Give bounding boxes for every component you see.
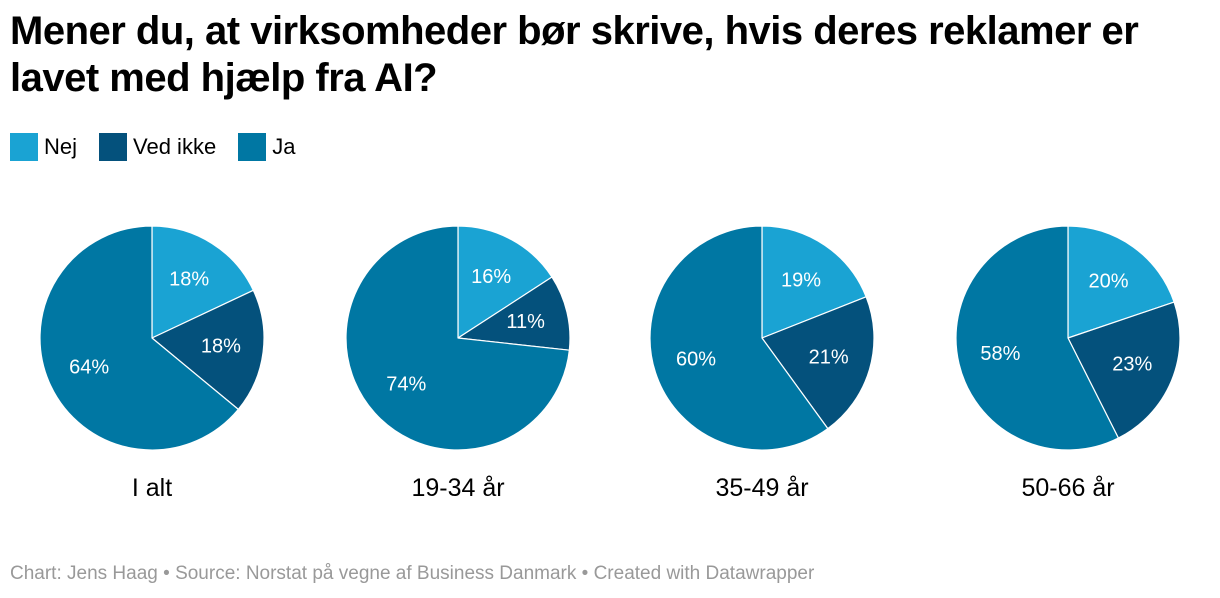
pie-slice-50-66-r-ja [955, 225, 1119, 451]
legend-label-ja: Ja [272, 134, 296, 159]
pie-i-alt: 18% 18% 64% I alt [39, 225, 265, 502]
data-label-19-34-r-ved-ikke: 11% [506, 311, 545, 333]
pie-caption-i-alt: I alt [132, 474, 172, 502]
chart-title: Mener du, at virksomheder bør skrive, hv… [10, 9, 1139, 100]
pie-slice-i-alt-ved-ikke [151, 289, 265, 410]
pie-slice-50-66-r-nej [1067, 225, 1175, 339]
data-label-50-66-r-ved-ikke: 23% [1112, 353, 1152, 375]
pie-slice-50-66-r-ved-ikke [1067, 301, 1181, 439]
data-label-i-alt-ja: 64% [69, 357, 109, 379]
legend-swatch-ja [238, 133, 267, 161]
legend-item-ved-ikke: Ved ikke [99, 133, 216, 161]
data-label-i-alt-ved-ikke: 18% [201, 336, 241, 358]
data-label-35-49-r-ja: 60% [676, 349, 716, 371]
pie-35-49-r: 19% 21% 60% 35-49 år [649, 225, 875, 502]
legend-swatch-ved-ikke [99, 133, 128, 161]
legend-label-ved-ikke: Ved ikke [133, 134, 217, 159]
pie-slice-35-49-r-nej [761, 225, 867, 339]
pie-50-66-r: 20% 23% 58% 50-66 år [955, 225, 1181, 502]
data-label-50-66-r-nej: 20% [1088, 271, 1128, 293]
data-label-19-34-r-ja: 74% [386, 373, 426, 395]
pie-caption-50-66-r: 50-66 år [1021, 474, 1114, 502]
pie-slice-35-49-r-ja [649, 225, 829, 451]
footer-credit: Chart: Jens Haag • Source: Norstat på ve… [10, 563, 815, 584]
pie-slice-19-34-r-ved-ikke [457, 276, 571, 351]
pie-slice-i-alt-nej [151, 225, 254, 339]
legend-swatch-nej [10, 133, 38, 161]
data-label-i-alt-nej: 18% [169, 268, 209, 290]
pie-slice-19-34-r-nej [457, 225, 553, 339]
legend-item-ja: Ja [238, 133, 295, 161]
legend-item-nej: Nej [10, 133, 77, 161]
data-label-50-66-r-ja: 58% [980, 343, 1020, 365]
legend-label-nej: Nej [44, 134, 78, 159]
pie-19-34-r: 16% 11% 74% 19-34 år [345, 225, 571, 502]
pie-slice-35-49-r-ved-ikke [761, 296, 875, 430]
data-label-35-49-r-ved-ikke: 21% [809, 346, 849, 368]
pie-caption-19-34-r: 19-34 år [411, 474, 504, 502]
pie-slice-i-alt-ja [39, 225, 239, 451]
data-label-19-34-r-nej: 16% [471, 266, 511, 288]
data-label-35-49-r-nej: 19% [781, 270, 821, 292]
legend: Nej Ved ikke Ja [10, 133, 317, 161]
pie-caption-35-49-r: 35-49 år [715, 474, 808, 502]
pie-slice-19-34-r-ja [345, 225, 570, 451]
